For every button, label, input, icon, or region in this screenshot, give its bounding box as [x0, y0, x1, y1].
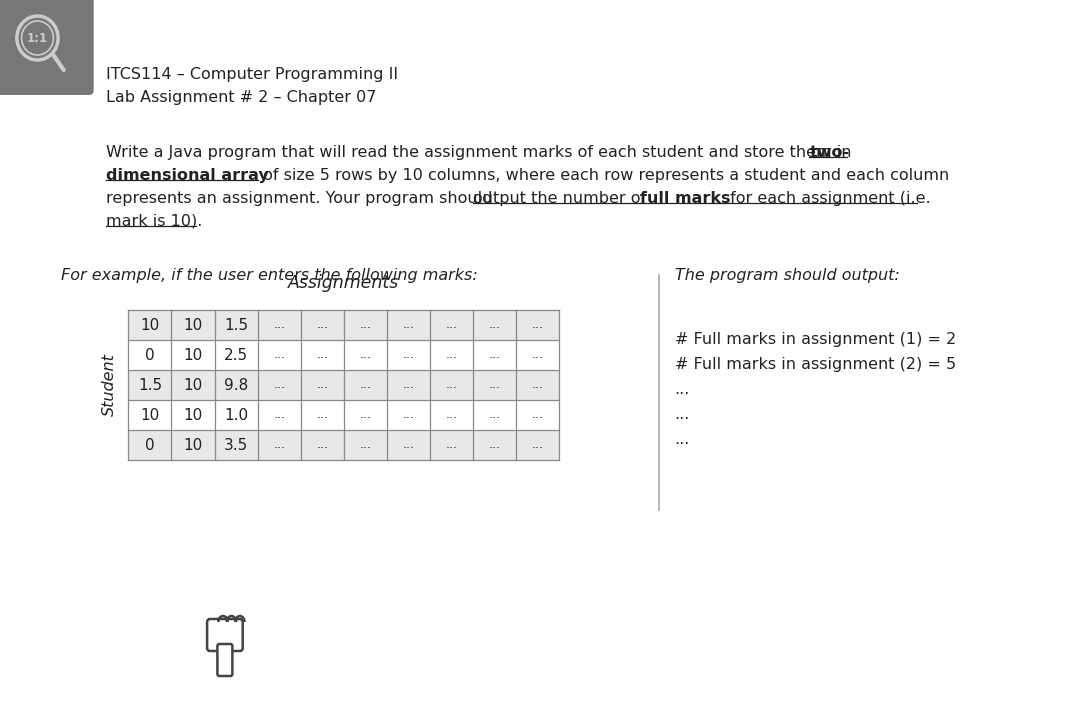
- Text: dimensional array: dimensional array: [106, 168, 269, 183]
- Text: 10: 10: [184, 377, 203, 392]
- Text: ...: ...: [403, 379, 415, 391]
- Text: for each assignment (i.e.: for each assignment (i.e.: [725, 191, 930, 206]
- Text: ...: ...: [531, 349, 544, 361]
- Text: ...: ...: [531, 319, 544, 332]
- Text: ...: ...: [446, 379, 458, 391]
- Text: ...: ...: [531, 438, 544, 451]
- Text: 9.8: 9.8: [224, 377, 248, 392]
- Text: ...: ...: [675, 382, 690, 397]
- Text: ...: ...: [675, 407, 690, 422]
- Text: ...: ...: [316, 438, 328, 451]
- Text: 10: 10: [184, 317, 203, 332]
- Text: ...: ...: [446, 409, 458, 421]
- Text: ...: ...: [446, 438, 458, 451]
- Text: ...: ...: [273, 349, 285, 361]
- Text: 0: 0: [145, 347, 154, 362]
- Text: two-: two-: [809, 145, 849, 160]
- Text: full marks: full marks: [639, 191, 730, 206]
- Text: ...: ...: [316, 409, 328, 421]
- Text: 10: 10: [184, 408, 203, 423]
- Text: For example, if the user enters the following marks:: For example, if the user enters the foll…: [60, 268, 477, 283]
- Text: Lab Assignment # 2 – Chapter 07: Lab Assignment # 2 – Chapter 07: [106, 90, 376, 105]
- Text: ...: ...: [446, 349, 458, 361]
- Text: of size 5 rows by 10 columns, where each row represents a student and each colum: of size 5 rows by 10 columns, where each…: [258, 168, 949, 183]
- Text: ...: ...: [489, 409, 501, 421]
- Text: 2.5: 2.5: [224, 347, 248, 362]
- Text: 3.5: 3.5: [224, 438, 248, 453]
- Text: ...: ...: [403, 349, 415, 361]
- Text: ...: ...: [360, 349, 372, 361]
- Bar: [129, 430, 559, 460]
- Text: ...: ...: [489, 438, 501, 451]
- Text: ...: ...: [273, 409, 285, 421]
- Text: mark is 10).: mark is 10).: [106, 214, 202, 229]
- Text: ITCS114 – Computer Programming II: ITCS114 – Computer Programming II: [106, 67, 399, 82]
- Text: represents an assignment. Your program should: represents an assignment. Your program s…: [106, 191, 498, 206]
- Text: ...: ...: [273, 379, 285, 391]
- Text: ...: ...: [403, 409, 415, 421]
- Text: ...: ...: [360, 438, 372, 451]
- Text: ...: ...: [403, 438, 415, 451]
- Text: # Full marks in assignment (1) = 2: # Full marks in assignment (1) = 2: [675, 332, 956, 347]
- Text: output the number of: output the number of: [473, 191, 651, 206]
- Text: 10: 10: [140, 408, 160, 423]
- Text: ...: ...: [489, 349, 501, 361]
- FancyBboxPatch shape: [207, 619, 243, 651]
- Text: 1:1: 1:1: [27, 31, 48, 44]
- Text: 10: 10: [184, 438, 203, 453]
- Text: 1.5: 1.5: [138, 377, 162, 392]
- Text: 0: 0: [145, 438, 154, 453]
- Text: ...: ...: [316, 379, 328, 391]
- Text: ...: ...: [360, 379, 372, 391]
- Text: ...: ...: [273, 319, 285, 332]
- Text: Write a Java program that will read the assignment marks of each student and sto: Write a Java program that will read the …: [106, 145, 856, 160]
- Text: ...: ...: [489, 319, 501, 332]
- Text: Assignments: Assignments: [288, 274, 400, 292]
- Text: Student: Student: [103, 354, 117, 416]
- Text: ...: ...: [316, 319, 328, 332]
- Text: 10: 10: [140, 317, 160, 332]
- Text: # Full marks in assignment (2) = 5: # Full marks in assignment (2) = 5: [675, 357, 956, 372]
- FancyBboxPatch shape: [217, 644, 232, 676]
- Text: ...: ...: [531, 409, 544, 421]
- Bar: [129, 370, 559, 400]
- Text: ...: ...: [403, 319, 415, 332]
- Text: ...: ...: [360, 409, 372, 421]
- Text: ...: ...: [360, 319, 372, 332]
- Text: 1.5: 1.5: [224, 317, 248, 332]
- Text: 10: 10: [184, 347, 203, 362]
- FancyBboxPatch shape: [0, 0, 94, 95]
- Bar: [129, 310, 559, 340]
- Text: 1.0: 1.0: [224, 408, 248, 423]
- Text: ...: ...: [273, 438, 285, 451]
- Text: ...: ...: [531, 379, 544, 391]
- Text: ...: ...: [489, 379, 501, 391]
- Text: ...: ...: [316, 349, 328, 361]
- Text: ...: ...: [675, 432, 690, 447]
- Text: The program should output:: The program should output:: [675, 268, 900, 283]
- Text: ...: ...: [446, 319, 458, 332]
